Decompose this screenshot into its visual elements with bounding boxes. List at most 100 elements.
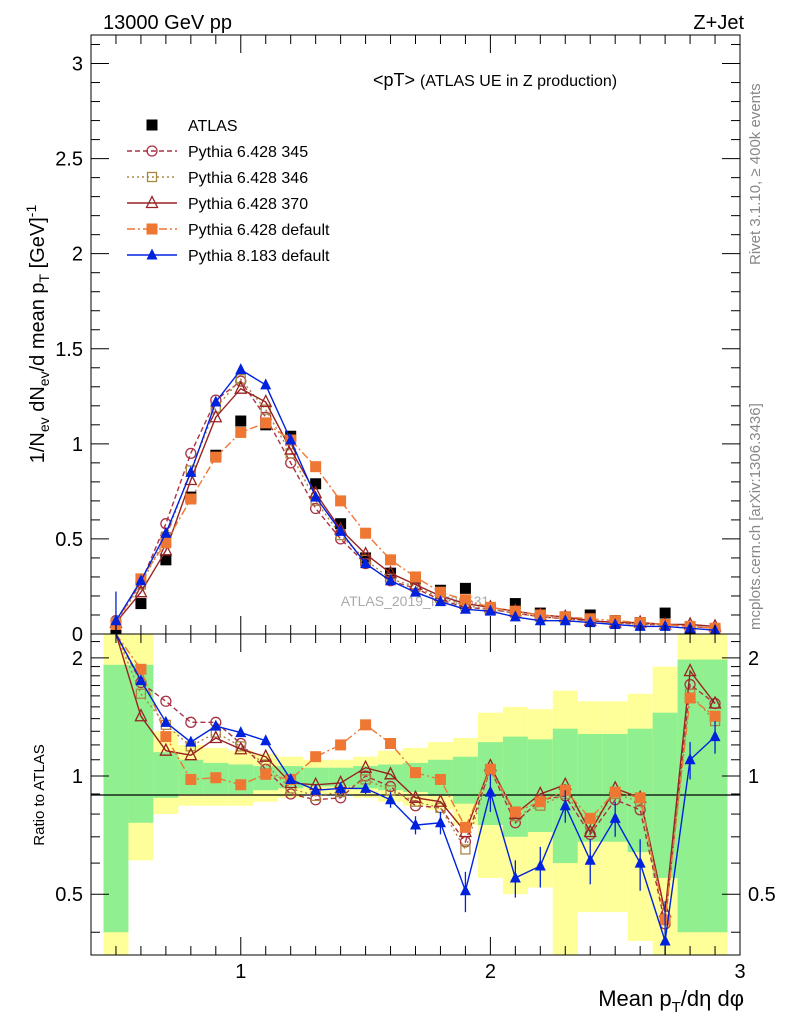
- legend-entry-pythia-6-428-370: Pythia 6.428 370: [127, 195, 308, 213]
- rivet-version-label: Rivet 3.1.10, ≥ 400k events: [747, 83, 764, 265]
- ratio-point-pythia-6-428-default: [135, 663, 147, 675]
- main-point-atlas: [235, 415, 247, 427]
- x-tick-label: 3: [734, 961, 745, 983]
- legend-label: Pythia 6.428 345: [188, 144, 308, 161]
- x-axis-label: Mean pT/dη dφ: [598, 986, 744, 1016]
- ratio-point-pythia-8-183-default: [609, 811, 621, 823]
- legend-label: Pythia 6.428 370: [188, 196, 308, 213]
- legend-marker: [146, 119, 158, 131]
- ratio-series-group: [115, 591, 722, 955]
- main-point-pythia-8-183-default: [260, 378, 272, 390]
- main-y-tick-label: 0: [72, 624, 83, 646]
- ratio-point-pythia-6-428-default: [584, 812, 596, 824]
- ratio-band-green: [103, 664, 129, 933]
- legend-marker: [146, 223, 158, 235]
- ratio-point-pythia-6-428-default: [260, 768, 272, 780]
- main-point-pythia-6-428-370: [259, 394, 273, 408]
- ratio-point-pythia-6-428-default: [335, 739, 347, 751]
- ratio-point-pythia-8-183-default: [260, 734, 272, 746]
- ratio-point-pythia-8-183-default: [185, 735, 197, 747]
- main-point-pythia-8-183-default: [335, 524, 347, 536]
- x-axis: 1 2 3: [115, 35, 746, 983]
- ratio-point-pythia-6-428-370: [383, 766, 398, 780]
- main-point-pythia-8-183-default: [410, 585, 421, 597]
- main-y-tick-label: 2.5: [55, 149, 83, 171]
- ratio-band-green: [677, 659, 703, 933]
- main-y-tick-label: 1.5: [55, 339, 83, 361]
- ratio-point-pythia-6-428-default: [160, 731, 172, 743]
- main-point-pythia-8-183-default: [310, 490, 322, 502]
- main-point-pythia-6-428-default: [434, 586, 446, 598]
- main-point-pythia-6-428-default: [260, 417, 272, 429]
- ratio-point-pythia-6-428-default: [410, 767, 421, 779]
- main-point-pythia-8-183-default: [285, 433, 297, 445]
- ratio-point-pythia-6-428-default: [385, 738, 397, 750]
- ratio-point-pythia-6-428-346: [460, 844, 471, 855]
- x-tick-label: 1: [235, 961, 246, 983]
- main-point-pythia-6-428-default: [185, 493, 197, 505]
- ratio-point-pythia-8-183-default: [160, 715, 172, 727]
- ratio-point-pythia-6-428-345: [160, 695, 172, 707]
- main-point-pythia-6-428-370: [134, 584, 148, 598]
- main-point-pythia-8-183-default: [534, 614, 546, 626]
- legend-marker: [145, 195, 159, 209]
- ratio-point-pythia-6-428-370: [708, 695, 722, 709]
- main-point-pythia-8-183-default: [434, 595, 446, 607]
- ratio-point-pythia-6-428-370: [209, 730, 223, 744]
- ratio-point-pythia-6-428-370: [433, 793, 448, 807]
- main-y-tick-label: 3: [72, 54, 83, 76]
- main-point-pythia-6-428-default: [210, 451, 222, 463]
- ratio-point-pythia-8-183-default: [634, 856, 646, 868]
- ratio-point-pythia-6-428-default: [684, 692, 696, 704]
- ratio-point-pythia-8-183-default: [360, 781, 372, 793]
- main-point-pythia-8-183-default: [459, 602, 471, 614]
- ratio-point-pythia-8-183-default: [484, 785, 496, 797]
- energy-label: 13000 GeV pp: [103, 12, 232, 34]
- ratio-point-pythia-8-183-default: [559, 799, 571, 811]
- main-point-pythia-8-183-default: [185, 465, 197, 477]
- main-y-tick-label: 0.5: [55, 529, 83, 551]
- main-point-pythia-6-428-370: [159, 542, 173, 556]
- ratio-band-green: [527, 739, 553, 833]
- main-point-pythia-6-428-345: [185, 447, 197, 459]
- legend-entry-pythia-6-428-default: Pythia 6.428 default: [127, 222, 330, 239]
- ratio-band-green: [502, 736, 528, 837]
- ratio-point-pythia-6-428-345: [509, 817, 521, 829]
- ratio-point-pythia-6-428-370: [583, 824, 597, 838]
- main-point-atlas: [310, 478, 322, 490]
- main-point-pythia-6-428-default: [385, 554, 397, 566]
- ratio-line-pythia-6-428-345: [115, 633, 716, 925]
- main-point-pythia-8-183-default: [484, 604, 496, 616]
- x-tick-label: 2: [485, 961, 496, 983]
- title-main: <pT>: [373, 70, 415, 90]
- ratio-y-tick-label: 0.5: [55, 884, 83, 906]
- ratio-point-pythia-6-428-default: [360, 719, 372, 731]
- ratio-point-pythia-6-428-default: [609, 786, 621, 798]
- ratio-point-pythia-6-428-default: [634, 792, 646, 804]
- ratio-point-pythia-6-428-346: [135, 688, 147, 699]
- main-point-pythia-8-183-default: [584, 616, 596, 628]
- main-point-atlas: [459, 582, 471, 594]
- title-sub: (ATLAS UE in Z production): [420, 73, 617, 90]
- ratio-point-pythia-6-428-default: [484, 763, 496, 775]
- ratio-point-pythia-6-428-370: [234, 741, 248, 755]
- legend-marker: [146, 248, 158, 260]
- ratio-y-tick-label-right: 0.5: [748, 884, 776, 906]
- ratio-point-pythia-6-428-370: [359, 759, 373, 773]
- main-point-pythia-6-428-default: [160, 537, 172, 549]
- ratio-point-pythia-8-183-default: [135, 674, 147, 686]
- ratio-point-pythia-6-428-370: [259, 748, 273, 762]
- ratio-point-pythia-8-183-default: [709, 730, 721, 742]
- ratio-point-pythia-6-428-default: [235, 779, 247, 791]
- ratio-point-pythia-6-428-default: [534, 796, 546, 808]
- ratio-point-pythia-6-428-default: [709, 710, 721, 722]
- ratio-point-pythia-6-428-370: [159, 742, 173, 756]
- main-point-pythia-6-428-370: [234, 380, 248, 394]
- ratio-point-pythia-8-183-default: [335, 781, 347, 793]
- legend-entry-pythia-6-428-345: Pythia 6.428 345: [127, 144, 308, 161]
- main-point-pythia-6-428-370: [284, 441, 298, 455]
- ratio-band-green: [153, 752, 179, 798]
- ratio-point-pythia-6-428-345: [634, 804, 646, 816]
- main-point-pythia-8-183-default: [509, 610, 521, 622]
- main-y-tick-label: 1: [72, 434, 83, 456]
